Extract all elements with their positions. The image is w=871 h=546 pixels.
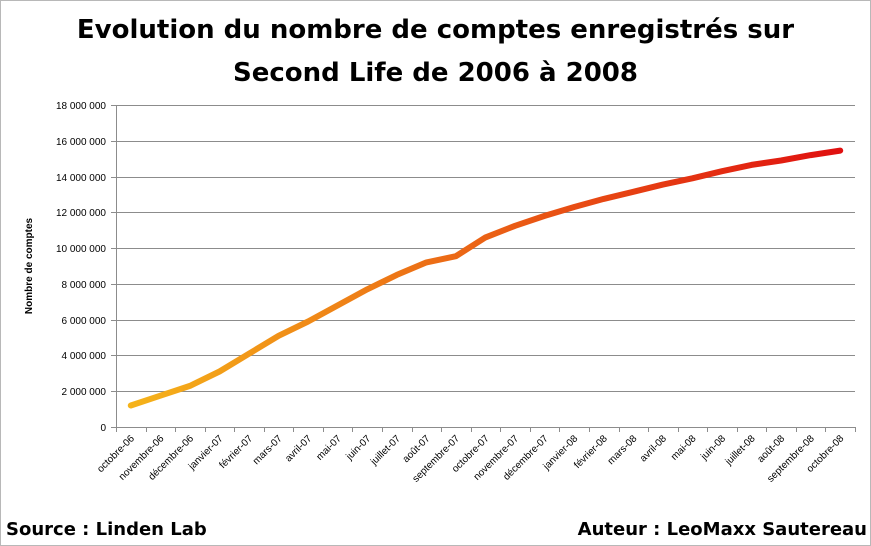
x-tick-labels: octobre-06novembre-06décembre-06janvier-… — [95, 433, 846, 485]
series-line — [127, 147, 844, 409]
y-tick-label: 0 — [100, 423, 106, 434]
series — [127, 147, 844, 409]
y-tick-label: 16 000 000 — [56, 137, 106, 148]
axes — [111, 105, 856, 432]
x-tick-label: mars-07 — [251, 433, 285, 467]
x-tick-label: mars-08 — [606, 433, 640, 467]
y-tick-label: 6 000 000 — [62, 316, 107, 327]
y-tick-label: 12 000 000 — [56, 208, 106, 219]
x-tick-label: juillet-07 — [368, 433, 403, 468]
x-tick-label: juillet-08 — [723, 433, 758, 468]
source-credit: Source : Linden Lab — [6, 519, 207, 540]
y-tick-label: 14 000 000 — [56, 173, 106, 184]
x-tick-label: mai-08 — [669, 433, 699, 463]
x-tick-label: avril-07 — [283, 433, 314, 464]
x-tick-label: avril-08 — [638, 433, 669, 464]
author-credit: Auteur : LeoMaxx Sautereau — [577, 519, 867, 540]
y-tick-labels: 0 2 000 000 4 000 000 6 000 000 8 000 000 10 … — [56, 101, 107, 434]
y-tick-label: 18 000 000 — [56, 101, 106, 112]
y-tick-label: 10 000 000 — [56, 244, 106, 255]
y-tick-label: 2 000 000 — [62, 387, 107, 398]
y-axis-label: Nombre de comptes — [24, 217, 35, 314]
x-tick-label: mai-07 — [314, 433, 344, 463]
y-tick-label: 4 000 000 — [62, 351, 107, 362]
grid-lines — [116, 105, 855, 392]
chart-title-line-1: Evolution du nombre de comptes enregistr… — [76, 15, 795, 45]
chart-title-line-2: Second Life de 2006 à 2008 — [233, 58, 638, 88]
y-tick-label: 8 000 000 — [62, 280, 107, 291]
